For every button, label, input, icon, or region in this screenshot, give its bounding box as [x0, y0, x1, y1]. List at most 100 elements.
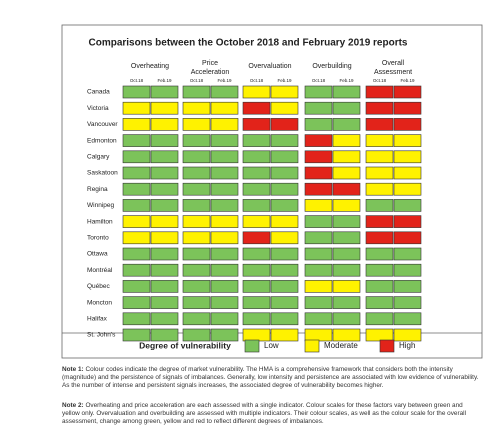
- cell: [270, 101, 299, 115]
- cell: [182, 247, 211, 261]
- cell: [150, 247, 179, 261]
- cell: [393, 280, 422, 293]
- cell: [365, 312, 394, 326]
- cell: [332, 85, 361, 99]
- cell: [332, 312, 361, 326]
- cell: [150, 280, 179, 293]
- cell: [242, 296, 271, 309]
- cell: [182, 182, 211, 196]
- period-label: Oct.18: [373, 78, 387, 83]
- city-label: Toronto: [87, 235, 109, 242]
- cell: [182, 215, 211, 228]
- cell: [270, 150, 299, 164]
- cell: [365, 296, 394, 309]
- cell: [393, 312, 422, 326]
- cell: [332, 263, 361, 277]
- cell: [210, 199, 239, 212]
- cell: [182, 296, 211, 309]
- cell: [150, 215, 179, 228]
- cell: [122, 85, 151, 99]
- cell: [304, 296, 333, 309]
- cell: [393, 328, 422, 342]
- period-label: Feb.19: [400, 78, 415, 83]
- group-header: Overheating: [131, 63, 169, 70]
- cell: [332, 166, 361, 180]
- cell: [122, 166, 151, 180]
- cell: [393, 215, 422, 228]
- cell: [365, 199, 394, 212]
- legend-swatch: [379, 339, 395, 353]
- city-label: Saskatoon: [87, 170, 118, 177]
- cell: [365, 280, 394, 293]
- cell: [150, 150, 179, 164]
- period-label: Oct.18: [312, 78, 326, 83]
- cell: [122, 247, 151, 261]
- period-label: Feb.19: [339, 78, 354, 83]
- legend-label: Moderate: [324, 341, 358, 350]
- cell: [122, 231, 151, 245]
- cell: [210, 263, 239, 277]
- cell: [210, 134, 239, 147]
- cell: [332, 328, 361, 342]
- period-label: Feb.19: [217, 78, 232, 83]
- cell: [210, 118, 239, 131]
- cell: [393, 296, 422, 309]
- cell: [270, 280, 299, 293]
- city-label: Montréal: [87, 267, 113, 274]
- city-label: Victoria: [87, 105, 109, 112]
- cell: [332, 101, 361, 115]
- note-label: Note 1:: [62, 366, 84, 373]
- legend-label: Low: [264, 341, 279, 350]
- cell: [332, 296, 361, 309]
- cell: [304, 247, 333, 261]
- cell: [182, 166, 211, 180]
- group-header: Overall Assessment: [374, 60, 412, 76]
- city-label: Vancouver: [87, 121, 118, 128]
- cell: [270, 296, 299, 309]
- cell: [242, 182, 271, 196]
- cell: [270, 199, 299, 212]
- cell: [242, 280, 271, 293]
- cell: [304, 134, 333, 147]
- cell: [365, 101, 394, 115]
- cell: [210, 247, 239, 261]
- city-label: Québec: [87, 283, 111, 290]
- cell: [242, 85, 271, 99]
- cell: [393, 150, 422, 164]
- city-label: Regina: [87, 186, 108, 193]
- city-label: Halifax: [87, 316, 108, 323]
- cell: [210, 231, 239, 245]
- cell: [182, 231, 211, 245]
- note-text: Colour codes indicate the degree of mark…: [62, 366, 479, 389]
- note: Note 2: Overheating and price accelerati…: [62, 402, 482, 426]
- city-label: Winnipeg: [87, 202, 114, 209]
- cell: [304, 312, 333, 326]
- cell: [182, 101, 211, 115]
- cell: [270, 328, 299, 342]
- cell: [242, 328, 271, 342]
- cell: [122, 263, 151, 277]
- cell: [365, 231, 394, 245]
- cell: [122, 215, 151, 228]
- cell: [122, 101, 151, 115]
- legend-swatch: [304, 339, 320, 353]
- cell: [304, 118, 333, 131]
- cell: [304, 263, 333, 277]
- cell: [304, 85, 333, 99]
- city-label: Edmonton: [87, 137, 117, 144]
- cell: [122, 150, 151, 164]
- cell: [150, 312, 179, 326]
- cell: [210, 215, 239, 228]
- cell: [332, 280, 361, 293]
- cell: [365, 215, 394, 228]
- cell: [210, 101, 239, 115]
- cell: [304, 215, 333, 228]
- group-header: Overvaluation: [248, 63, 291, 70]
- cell: [182, 118, 211, 131]
- cell: [150, 166, 179, 180]
- cell: [332, 199, 361, 212]
- cell: [182, 199, 211, 212]
- cell: [210, 85, 239, 99]
- cell: [365, 118, 394, 131]
- cell: [304, 101, 333, 115]
